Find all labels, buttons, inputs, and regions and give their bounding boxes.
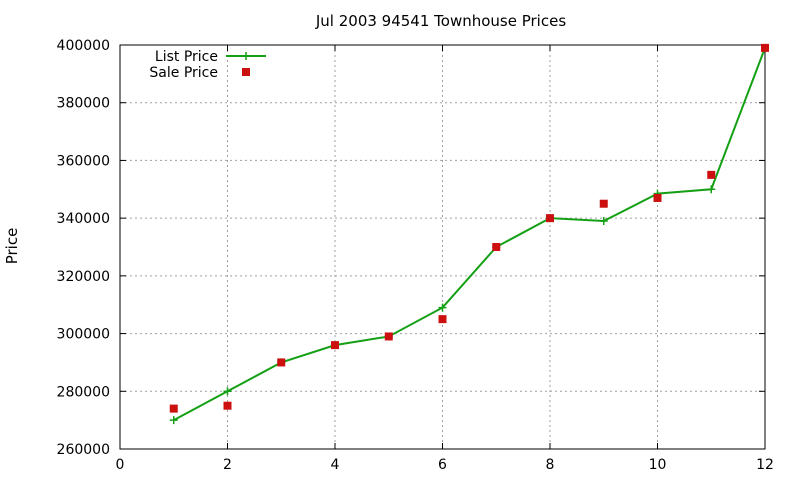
- legend-marker-list-price: [242, 52, 250, 60]
- sale-price-point: [653, 193, 662, 202]
- sale-price-point: [169, 404, 178, 413]
- sale-price-point: [599, 199, 608, 208]
- y-tick-label: 260000: [57, 442, 110, 458]
- y-tick-label: 380000: [57, 96, 110, 112]
- sale-price-point: [492, 243, 501, 251]
- y-tick-label: 280000: [57, 384, 110, 400]
- y-tick-label: 320000: [57, 269, 110, 285]
- legend-label-sale-price: Sale Price: [149, 65, 218, 81]
- sale-price-point: [384, 332, 393, 341]
- x-tick-label: 6: [438, 457, 447, 473]
- sale-price-point: [546, 214, 554, 223]
- legend-marker-sale-price: [242, 68, 250, 76]
- grid-lines: [120, 45, 765, 449]
- data-series: [169, 43, 769, 425]
- sale-price-point: [761, 43, 769, 52]
- x-tick-label: 10: [649, 457, 667, 473]
- axes: 0 2 4 6 8 10 12 260000 280000 300000 320000 340000 3…: [57, 38, 774, 473]
- y-tick-label: 400000: [57, 38, 110, 54]
- list-price-point: [707, 185, 716, 194]
- x-tick-label: 0: [116, 457, 125, 473]
- y-tick-label: 360000: [57, 153, 110, 169]
- list-price-line: [173, 47, 766, 422]
- list-price-point: [599, 217, 608, 226]
- x-tick-label: 8: [546, 457, 555, 473]
- x-tick-label: 4: [331, 457, 340, 473]
- sale-price-point: [707, 170, 716, 179]
- sale-price-point: [331, 341, 339, 350]
- legend-label-list-price: List Price: [155, 49, 218, 65]
- x-tick-label: 12: [756, 457, 774, 473]
- chart-title: Jul 2003 94541 Townhouse Prices: [315, 12, 566, 30]
- sale-price-point: [438, 315, 447, 324]
- y-axis-label: Price: [3, 228, 21, 265]
- list-price-point: [169, 416, 178, 425]
- sale-price-point: [277, 358, 286, 367]
- y-tick-label: 340000: [57, 211, 110, 227]
- x-tick-label: 2: [223, 457, 232, 473]
- list-price-point: [438, 303, 447, 312]
- sale-price-point: [223, 401, 232, 410]
- list-price-point: [223, 387, 232, 396]
- y-tick-label: 300000: [57, 327, 110, 343]
